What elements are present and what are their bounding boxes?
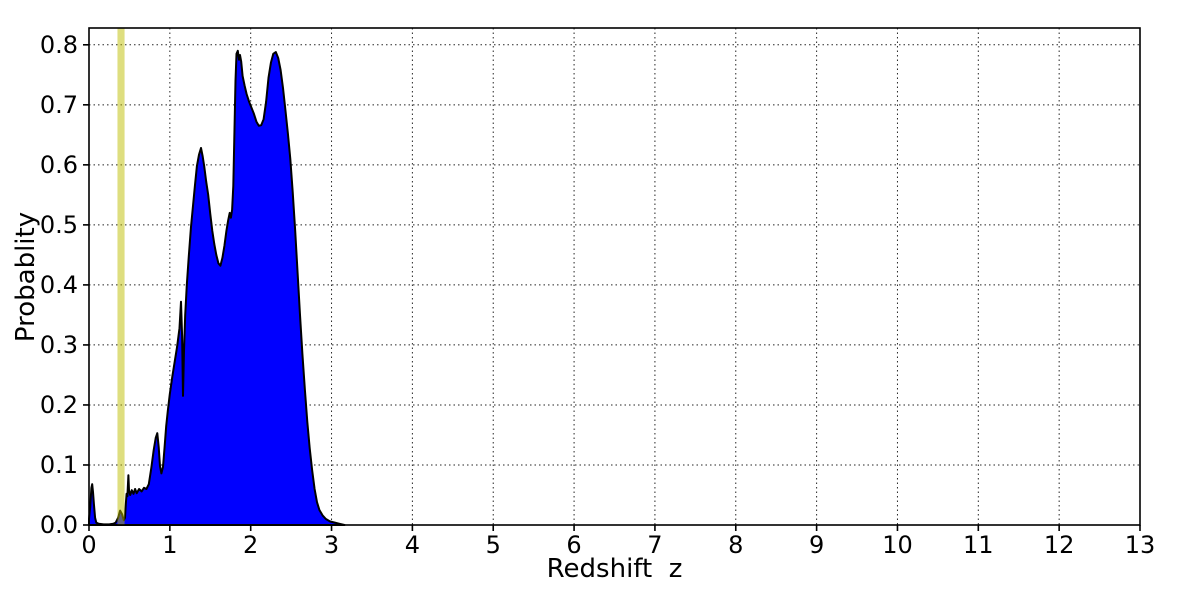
y-axis-label: Probablity [11,211,41,343]
y-tick-label: 0.1 [40,451,78,479]
x-tick-label: 6 [566,531,581,559]
highlight-band [117,28,125,525]
x-tick-label: 4 [405,531,420,559]
y-tick-label: 0.6 [40,151,78,179]
axes-frame [88,27,1141,526]
x-tick-label: 0 [81,531,96,559]
x-tick-label: 3 [324,531,339,559]
x-tick-label: 12 [1044,531,1075,559]
y-tick-label: 0.3 [40,331,78,359]
y-tick-label: 0.0 [40,511,78,539]
x-tick-label: 13 [1125,531,1156,559]
x-tick-label: 1 [162,531,177,559]
y-tick-label: 0.7 [40,91,78,119]
x-axis-label: Redshift z [546,554,683,584]
y-tick-label: 0.8 [40,31,78,59]
y-tick-label: 0.5 [40,211,78,239]
y-tick-label: 0.4 [40,271,78,299]
x-tick-label: 7 [647,531,662,559]
pdf-area-path [88,49,346,526]
x-tick-label: 2 [243,531,258,559]
x-tick-label: 8 [728,531,743,559]
x-tick-label: 5 [486,531,501,559]
x-tick-label: 10 [882,531,913,559]
x-tick-label: 9 [809,531,824,559]
y-tick-label: 0.2 [40,391,78,419]
x-tick-label: 11 [963,531,994,559]
